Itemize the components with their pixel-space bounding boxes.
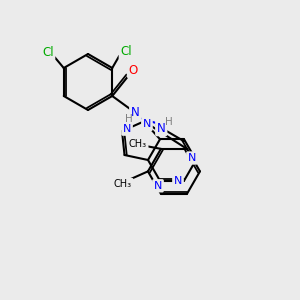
- Text: CH₃: CH₃: [129, 139, 147, 149]
- Text: N: N: [143, 119, 151, 129]
- Text: H: H: [165, 117, 173, 127]
- Text: N: N: [154, 181, 162, 191]
- Text: N: N: [131, 106, 140, 119]
- Text: N: N: [188, 153, 196, 163]
- Text: N: N: [174, 176, 182, 186]
- Text: Cl: Cl: [120, 45, 132, 58]
- Text: H: H: [125, 114, 133, 124]
- Text: CH₃: CH₃: [114, 179, 132, 189]
- Text: Cl: Cl: [42, 46, 54, 59]
- Text: O: O: [129, 64, 138, 76]
- Text: N: N: [123, 124, 131, 134]
- Text: N: N: [157, 122, 166, 134]
